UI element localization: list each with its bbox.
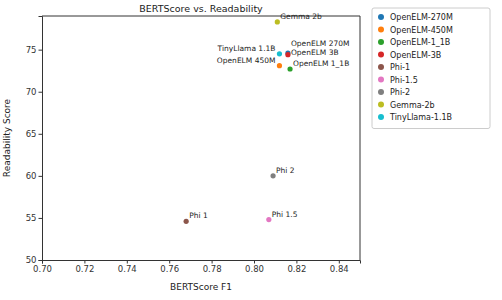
tick: 0.78 [203,260,222,274]
legend-label: Phi-1.5 [390,76,418,85]
tick-mark [39,134,43,135]
point-label: Phi 1 [189,211,208,220]
axis-line [39,17,43,261]
tick-label: 0.78 [203,264,222,274]
legend-label: OpenELM-3B [390,51,441,60]
y-axis: 50 55 60 65 70 75 [26,17,43,266]
tick-label: 0.76 [160,264,179,274]
tick-mark [39,92,43,93]
tick-mark [39,260,43,261]
legend-label: Phi-2 [390,88,410,97]
legend-box [372,8,490,129]
tick: 75 [26,45,42,55]
tick-label: 65 [26,129,37,139]
frame [360,16,361,260]
tick-label: 60 [26,171,37,181]
points [184,19,293,224]
tick-label: 55 [26,213,37,223]
point [277,51,282,56]
tick-mark [39,50,43,51]
legend-label: Phi-1 [390,63,410,72]
tick: 0.84 [330,260,349,274]
tick: 0.76 [160,260,179,274]
legend-marker [378,77,384,83]
tick: 60 [26,171,42,181]
annotations: OpenELM 270M OpenELM 450M OpenELM 1_1B Open… [189,12,349,220]
tick-label: 0.80 [245,264,264,274]
x-axis: 0.700.720.740.760.780.800.820.84 [33,260,360,274]
point [277,63,282,68]
point [275,19,280,24]
legend-marker [378,102,384,108]
point [287,66,292,71]
point [266,217,271,222]
tick-label: 75 [26,45,37,55]
legend-label: TinyLlama-1.1B [389,113,452,122]
point-label: Gemma 2b [280,12,322,21]
chart: 0.700.720.740.760.780.800.820.8450556065… [0,0,502,300]
tick-label: 0.82 [287,264,306,274]
legend-marker [378,14,384,20]
point [184,219,189,224]
point [270,173,275,178]
tick: 0.72 [75,260,94,274]
tick-mark [39,218,43,219]
point-label: TinyLlama 1.1B [217,44,276,53]
legend-marker [378,52,384,58]
tick: 70 [26,87,42,97]
tick-label: 0.84 [330,264,349,274]
point-label: Phi 1.5 [272,210,298,219]
legend-marker [378,27,384,33]
legend-label: OpenELM-1_1B [390,38,450,47]
tick: 0.80 [245,260,264,274]
title: BERTScore vs. Readability [139,3,263,14]
tick: 0.74 [118,260,137,274]
tick-label: 0.72 [75,264,94,274]
tick: 50 [26,255,42,265]
tick-label: 70 [26,87,37,97]
point-label: Phi 2 [276,166,295,175]
legend-label: OpenELM-270M [390,13,453,22]
tick-label: 0.74 [118,264,137,274]
point-label: OpenELM 1_1B [293,59,349,68]
legend-marker [378,114,384,120]
legend: OpenELM-270M OpenELM-450M OpenELM-1_1B Open… [372,8,490,129]
tick-label: 50 [26,255,37,265]
tick: 65 [26,129,42,139]
x-axis-title: BERTScore F1 [170,282,232,292]
point-label: OpenELM 270M [291,39,350,48]
y-axis-title: Readability Score [2,98,12,177]
tick: 55 [26,213,42,223]
legend-label: OpenELM-450M [390,26,453,35]
point-label: OpenELM 450M [217,56,276,65]
legend-marker [378,64,384,70]
tick: 0.82 [287,260,306,274]
point-label: OpenELM 3B [291,48,339,57]
point [285,52,290,57]
tick-mark [39,176,43,177]
legend-marker [378,89,384,95]
legend-label: Gemma-2b [390,101,435,110]
legend-marker [378,39,384,45]
